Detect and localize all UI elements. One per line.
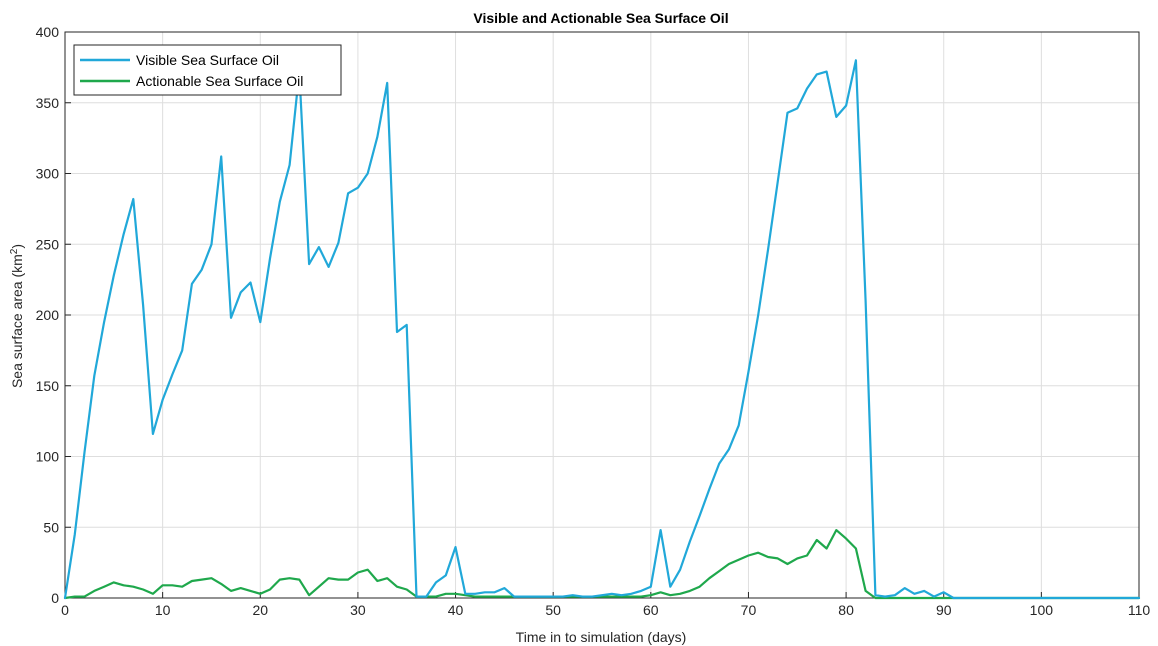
y-tick-label: 200 bbox=[36, 307, 60, 323]
y-tick-label: 50 bbox=[43, 519, 59, 535]
legend-label-actionable: Actionable Sea Surface Oil bbox=[136, 73, 303, 89]
legend-label-visible: Visible Sea Surface Oil bbox=[136, 52, 279, 68]
x-tick-label: 30 bbox=[350, 602, 366, 618]
y-tick-label: 300 bbox=[36, 166, 60, 182]
legend: Visible Sea Surface Oil Actionable Sea S… bbox=[73, 44, 342, 96]
y-tick-label: 100 bbox=[36, 449, 60, 465]
y-tick-label: 400 bbox=[36, 24, 60, 40]
x-tick-label: 20 bbox=[252, 602, 268, 618]
x-tick-label: 50 bbox=[545, 602, 561, 618]
x-tick-label: 0 bbox=[61, 602, 69, 618]
y-tick-label: 350 bbox=[36, 95, 60, 111]
x-tick-label: 60 bbox=[643, 602, 659, 618]
y-tick-label: 150 bbox=[36, 378, 60, 394]
y-tick-label: 0 bbox=[51, 590, 59, 606]
series-layer bbox=[63, 59, 1141, 600]
legend-box bbox=[73, 44, 342, 96]
y-axis-label: Sea surface area (km2) bbox=[9, 244, 25, 388]
x-tick-label: 100 bbox=[1030, 602, 1054, 618]
x-tick-label: 10 bbox=[155, 602, 171, 618]
y-tick-label: 250 bbox=[36, 236, 60, 252]
x-axis-label: Time in to simulation (days) bbox=[516, 629, 687, 645]
x-tick-label: 110 bbox=[1128, 602, 1151, 618]
y-axis-label-superscript: 2 bbox=[9, 248, 20, 254]
x-tick-label: 40 bbox=[448, 602, 464, 618]
x-tick-label: 90 bbox=[936, 602, 952, 618]
y-axis-label-close: ) bbox=[9, 244, 25, 249]
x-tick-label: 80 bbox=[838, 602, 854, 618]
series-line-visible bbox=[63, 59, 1141, 600]
y-axis-label-text: Sea surface area (km bbox=[9, 254, 25, 388]
x-tick-label: 70 bbox=[741, 602, 757, 618]
chart-title: Visible and Actionable Sea Surface Oil bbox=[473, 10, 728, 26]
